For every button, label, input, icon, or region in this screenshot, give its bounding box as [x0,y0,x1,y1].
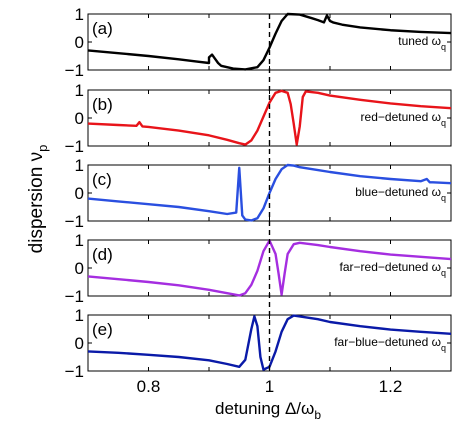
x-axis-label: detuning Δ/ωb [215,399,321,422]
y-tick-label: 0 [75,334,84,353]
x-tick-label: 1 [265,377,274,396]
y-tick-label: −1 [65,287,84,306]
y-axis-label-sub: p [35,145,50,152]
panel-label: (c) [92,170,112,189]
panel-label: (a) [92,19,113,38]
y-tick-label: 0 [75,259,84,278]
y-tick-label: −1 [65,362,84,381]
panel-annotation-main: red−detuned ω [361,110,441,124]
x-axis-label-sub: b [314,408,321,422]
panel-annotation-sub: q [441,343,446,353]
data-series-line [87,12,452,71]
panel-annotation: far−red−detuned ωq [340,260,446,278]
panel-annotation-main: far−red−detuned ω [340,260,441,274]
y-tick-label: 0 [75,184,84,203]
data-series-line [87,89,452,146]
panel-annotation-sub: q [441,268,446,278]
y-tick-label: 1 [75,231,84,250]
y-tick-label: −1 [65,212,84,231]
x-tick-label: 1.2 [379,377,403,396]
y-tick-label: 1 [75,306,84,325]
panel-annotation-main: far−blue−detuned ω [334,335,441,349]
panel-label: (b) [92,95,113,114]
panel-label: (e) [92,320,113,339]
panel-annotation-main: tuned ω [398,34,441,48]
y-tick-label: 0 [75,33,84,52]
y-tick-label: 1 [75,156,84,175]
data-series-line [87,239,452,297]
y-axis-label: dispersion νp [26,145,50,254]
panel-annotation-sub: q [441,118,446,128]
panel-annotation: tuned ωq [398,34,446,52]
data-series-line [87,314,452,371]
panel-annotation-main: blue−detuned ω [355,185,441,199]
y-tick-label: 1 [75,5,84,24]
panel-label: (d) [92,245,113,264]
panel-annotation: blue−detuned ωq [355,185,446,203]
panel-annotation-sub: q [441,42,446,52]
y-axis-label-main: dispersion ν [26,152,47,253]
panel-annotation-sub: q [441,193,446,203]
panel-annotation: red−detuned ωq [361,110,446,128]
y-tick-label: −1 [65,61,84,80]
y-tick-label: −1 [65,137,84,156]
data-series-line [87,163,452,222]
x-axis-label-main: detuning Δ/ω [215,399,314,418]
y-tick-label: 1 [75,81,84,100]
panel-annotation: far−blue−detuned ωq [334,335,446,353]
x-tick-label: 0.8 [137,377,161,396]
y-tick-label: 0 [75,109,84,128]
